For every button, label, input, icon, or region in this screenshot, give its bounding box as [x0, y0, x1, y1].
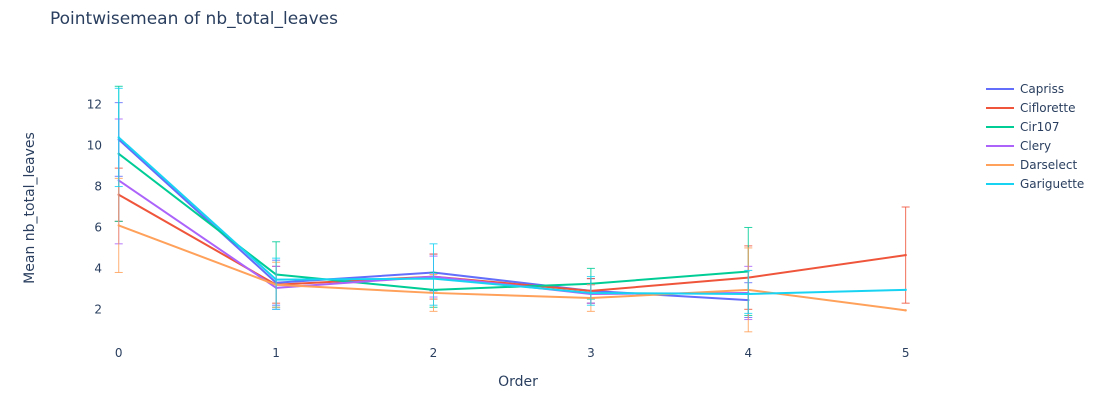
error-bar [272, 257, 281, 310]
y-tick-label: 6 [94, 220, 102, 234]
data-point [589, 291, 593, 295]
legend-item-darselect[interactable]: Darselect [986, 158, 1077, 172]
y-axis-ticks: 2 4 6 8 10 12 [87, 98, 102, 317]
x-tick-label: 2 [430, 346, 438, 360]
x-tick-label: 1 [272, 346, 280, 360]
series-gariguette [114, 87, 907, 314]
data-point [432, 277, 435, 280]
legend-label: Cir107 [1020, 120, 1060, 134]
y-tick-label: 10 [87, 139, 102, 153]
legend-item-ciflorette[interactable]: Ciflorette [986, 101, 1075, 115]
legend[interactable]: Capriss Ciflorette Cir107 Clery Darselect Gar… [986, 82, 1084, 191]
data-point [904, 288, 907, 292]
data-point [747, 292, 750, 296]
chart-title: Pointwisemean of nb_total_leaves [50, 9, 338, 29]
data-point [274, 278, 278, 281]
data-point [117, 224, 120, 227]
plot-area [114, 85, 910, 333]
y-axis-title: Mean nb_total_leaves [22, 132, 38, 284]
legend-label: Clery [1020, 139, 1051, 153]
series-darselect [114, 177, 907, 333]
x-axis-ticks: 0 1 2 3 4 5 [115, 346, 910, 360]
legend-item-gariguette[interactable]: Gariguette [986, 177, 1084, 191]
legend-label: Gariguette [1020, 177, 1084, 191]
x-tick-label: 0 [115, 346, 123, 360]
x-tick-label: 5 [902, 346, 910, 360]
legend-item-clery[interactable]: Clery [986, 139, 1051, 153]
legend-label: Ciflorette [1020, 101, 1075, 115]
data-point [904, 253, 907, 257]
y-tick-label: 4 [94, 261, 102, 275]
y-tick-label: 8 [94, 180, 102, 194]
legend-item-cir107[interactable]: Cir107 [986, 120, 1060, 134]
x-tick-label: 3 [587, 346, 595, 360]
data-point [117, 136, 120, 139]
legend-item-capriss[interactable]: Capriss [986, 82, 1064, 96]
legend-label: Darselect [1020, 158, 1077, 172]
error-bar [429, 243, 438, 306]
series-line [118, 224, 906, 312]
data-point [904, 309, 907, 312]
error-bar [586, 276, 595, 306]
y-tick-label: 2 [94, 302, 102, 316]
x-tick-label: 4 [744, 346, 752, 360]
series-ciflorette [114, 167, 910, 310]
error-bar [744, 269, 753, 314]
series-line [118, 136, 906, 295]
x-axis-title: Order [498, 374, 538, 390]
legend-label: Capriss [1020, 82, 1064, 96]
y-tick-label: 12 [87, 98, 102, 112]
